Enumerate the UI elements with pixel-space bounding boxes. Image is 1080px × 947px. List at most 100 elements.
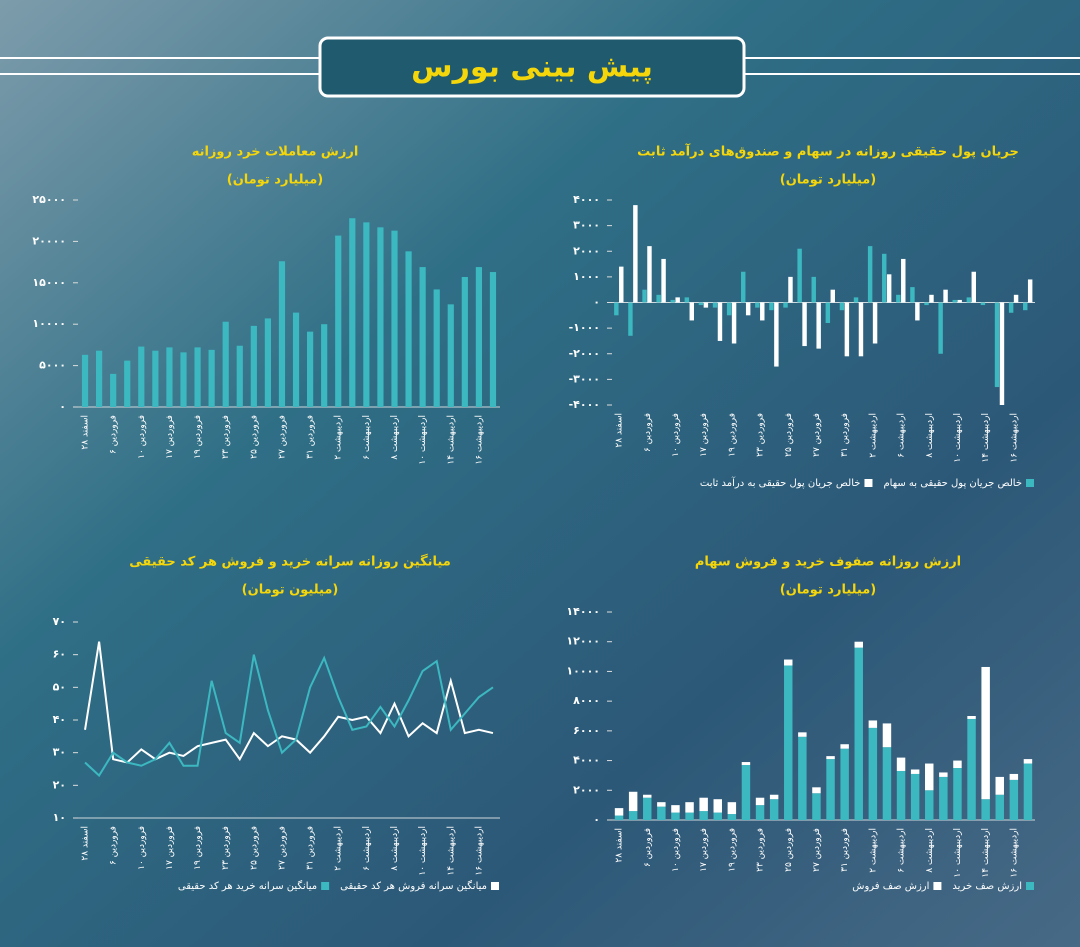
y-tick-label: ۱۰۰۰۰ [566,664,600,677]
line [84,654,494,778]
y-tick-label: ۶۰ [53,648,66,661]
legend-swatch [491,882,499,890]
x-tick-label: اردیبهشت ۱۶ [1009,828,1019,878]
x-tick-label: اسفند ۲۸ [615,413,625,448]
x-tick-label: فروردین ۱۹ [727,828,737,872]
bar [774,302,779,367]
bar [886,274,892,303]
x-tick-label: فروردین ۱۰ [671,413,681,457]
bar [726,302,732,316]
bar [670,299,675,303]
bar [433,289,440,407]
y-tick-label: ۲۰۰۰ [573,783,600,796]
x-tick-label: اردیبهشت ۱۰ [953,828,963,878]
bar [839,302,845,311]
bar-segment [981,799,990,820]
bar-segment [812,787,821,794]
legend-swatch [933,882,942,890]
bar-segment [882,747,892,820]
bar-segment [812,793,821,820]
bar [896,294,901,303]
bar [901,258,906,303]
bar-segment [826,756,835,760]
bar [957,299,962,303]
x-tick-label: فروردین ۳۱ [840,828,850,872]
x-tick-label: اردیبهشت ۱۶ [474,826,484,876]
y-tick-label: ۸۰۰۰ [573,694,600,707]
bar-segment [910,769,920,774]
bar-segment [995,794,1004,820]
bar-segment [967,718,976,820]
bar-segment [727,814,737,820]
bar-segment [685,812,694,820]
legend-swatch [1026,882,1034,890]
bar [872,302,878,344]
x-tick-label: اردیبهشت ۸ [390,826,400,871]
x-tick-label: اردیبهشت ۱۴ [981,828,991,878]
bar [703,302,709,308]
bar [363,222,370,407]
bar [698,302,704,306]
bar [419,267,426,407]
x-tick-label: فروردین ۱۷ [699,413,709,457]
x-tick-label: اردیبهشت ۲ [868,413,878,458]
x-tick-label: فروردین ۱۹ [193,415,203,459]
x-tick-label: فروردین ۲۵ [784,413,794,457]
x-tick-label: فروردین ۱۹ [727,413,737,457]
y-tick-label: ۵۰ [53,680,66,693]
bar [938,302,943,354]
bar [250,325,257,407]
bar-segment [671,805,680,813]
legend-label: خالص جریان پول حقیقی به سهام [883,478,1022,489]
bar [910,287,915,303]
y-tick-label: ۴۰ [53,713,66,726]
legend-label: ارزش صف فروش [852,881,929,892]
bar [391,230,398,407]
y-tick-label: ۱۲۰۰۰ [566,635,600,648]
bar [816,302,821,349]
x-tick-label: اردیبهشت ۶ [362,826,372,871]
x-tick-label: فروردین ۱۷ [165,415,175,459]
bar [642,289,647,303]
y-tick-label: ۳۰ [53,746,66,759]
bar-segment [685,802,694,813]
bar [661,258,666,303]
x-tick-label: اردیبهشت ۶ [362,415,372,460]
bar-segment [769,799,779,820]
x-tick-label: فروردین ۱۰ [671,828,681,872]
bar-segment [939,772,948,777]
bar [236,345,243,407]
bar [825,302,831,323]
bar-segment [784,659,793,666]
bar [633,205,638,303]
bar [675,297,680,303]
bar [769,302,774,311]
y-tick-label: -۳۰۰۰ [569,372,600,385]
bar [321,324,328,407]
x-tick-label: فروردین ۶ [109,415,119,454]
bar-segment [1023,759,1033,764]
x-tick-label: اسفند ۲۸ [81,415,91,450]
x-tick-label: اردیبهشت ۱۴ [446,415,456,465]
x-tick-label: اردیبهشت ۱۶ [1009,413,1019,463]
bar [867,246,873,303]
bar-segment [840,744,849,749]
bar-segment [910,773,920,820]
y-tick-label: ۰ [593,296,600,309]
bar-segment [798,736,807,820]
bar-segment [727,802,737,815]
y-tick-label: ۷۰ [53,615,66,628]
bar [858,302,864,357]
bar [628,302,633,336]
y-tick-label: -۱۰۰۰ [569,321,600,334]
x-tick-label: اردیبهشت ۸ [390,415,400,460]
x-tick-label: فروردین ۲۷ [812,413,822,457]
x-tick-label: فروردین ۳۱ [840,413,850,457]
bar-segment [981,666,990,800]
bar [138,346,145,407]
bar [915,302,920,321]
x-tick-label: فروردین ۱۷ [165,826,175,870]
legend-label: خالص جریان پول حقیقی به درآمد ثابت [700,476,861,489]
x-tick-label: فروردین ۲۳ [756,828,766,872]
